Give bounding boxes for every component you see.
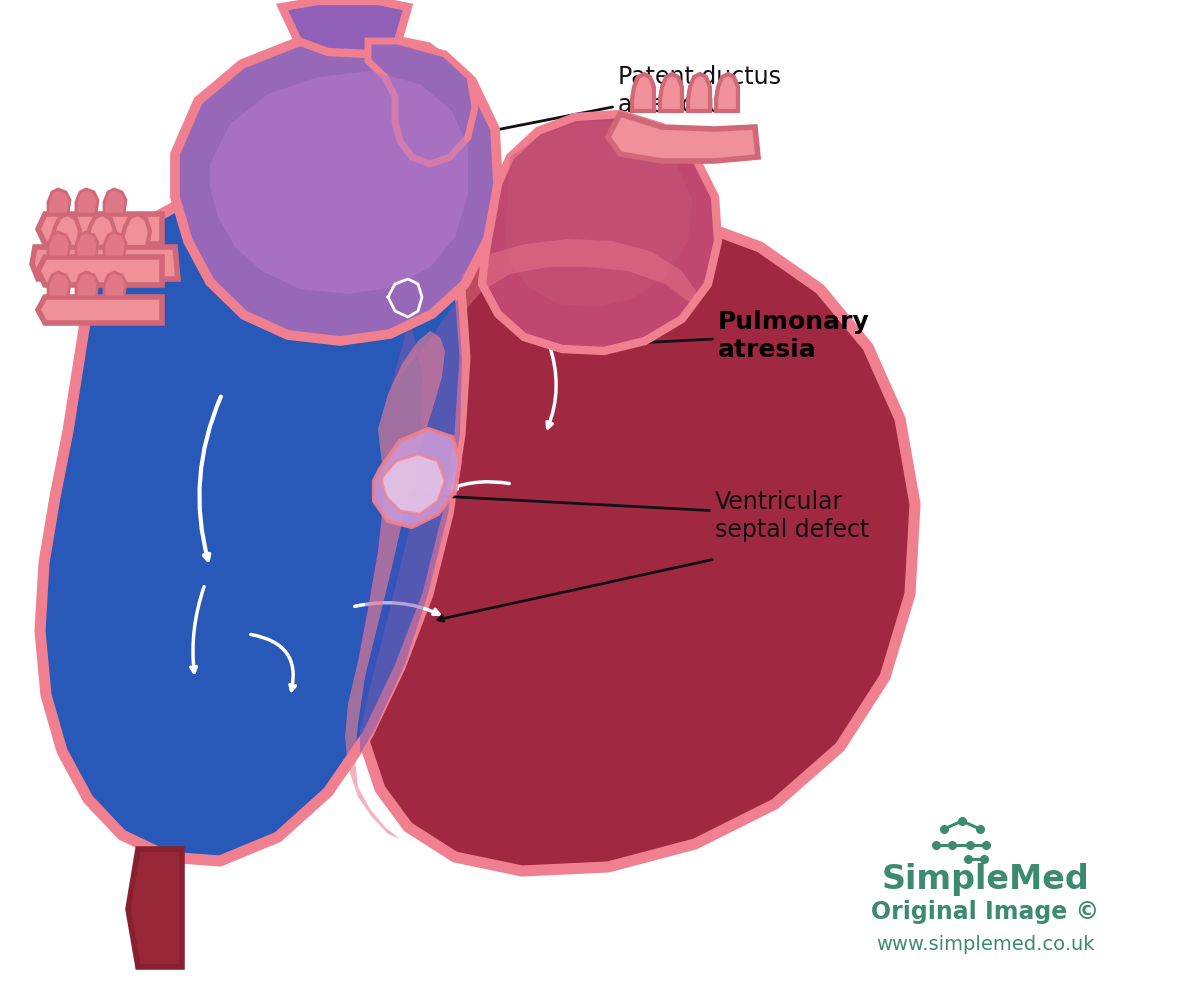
Polygon shape xyxy=(633,75,654,112)
Polygon shape xyxy=(48,190,70,215)
Polygon shape xyxy=(38,215,162,245)
Polygon shape xyxy=(38,297,162,324)
Polygon shape xyxy=(87,215,115,248)
Polygon shape xyxy=(660,75,682,112)
Polygon shape xyxy=(360,215,916,871)
Polygon shape xyxy=(210,72,468,294)
Polygon shape xyxy=(76,190,97,215)
Text: Original Image ©: Original Image © xyxy=(870,900,1099,923)
Polygon shape xyxy=(360,300,463,754)
Polygon shape xyxy=(505,122,692,308)
Polygon shape xyxy=(38,257,162,285)
Polygon shape xyxy=(103,272,126,297)
Polygon shape xyxy=(103,190,126,215)
Polygon shape xyxy=(48,272,70,297)
Polygon shape xyxy=(282,2,408,55)
Polygon shape xyxy=(716,75,738,112)
Polygon shape xyxy=(40,188,465,861)
Polygon shape xyxy=(76,233,97,257)
Polygon shape xyxy=(463,240,700,315)
Polygon shape xyxy=(688,75,710,112)
Polygon shape xyxy=(52,215,80,248)
Polygon shape xyxy=(122,215,150,248)
Polygon shape xyxy=(375,429,460,528)
Polygon shape xyxy=(103,233,126,257)
Polygon shape xyxy=(76,272,97,297)
Polygon shape xyxy=(32,248,178,279)
Text: Patent ductus
arteriosus: Patent ductus arteriosus xyxy=(446,65,781,143)
Polygon shape xyxy=(369,42,474,165)
Text: SimpleMed: SimpleMed xyxy=(881,863,1089,896)
Polygon shape xyxy=(175,35,498,342)
Text: Pulmonary
atresia: Pulmonary atresia xyxy=(564,310,869,362)
Polygon shape xyxy=(382,454,445,515)
Text: www.simplemed.co.uk: www.simplemed.co.uk xyxy=(876,934,1094,953)
Polygon shape xyxy=(482,115,718,352)
Text: Ventricular
septal defect: Ventricular septal defect xyxy=(405,489,869,542)
Polygon shape xyxy=(128,849,182,967)
Polygon shape xyxy=(608,115,759,162)
Polygon shape xyxy=(358,434,420,730)
Polygon shape xyxy=(345,332,445,839)
Polygon shape xyxy=(48,233,70,257)
